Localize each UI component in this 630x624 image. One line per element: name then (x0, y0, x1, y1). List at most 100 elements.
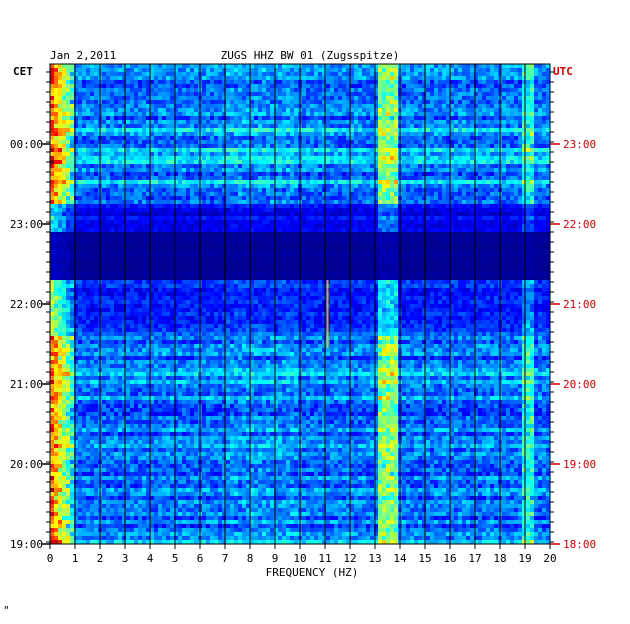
heatmap-cell (262, 156, 267, 161)
heatmap-cell (318, 116, 323, 121)
heatmap-cell (166, 92, 171, 97)
heatmap-cell (338, 136, 343, 141)
heatmap-cell (526, 84, 531, 89)
heatmap-cell (230, 184, 235, 189)
heatmap-cell (414, 108, 419, 113)
heatmap-cell (306, 136, 311, 141)
heatmap-cell (118, 116, 123, 121)
heatmap-cell (234, 128, 239, 133)
heatmap-cell (222, 96, 227, 101)
heatmap-cell (138, 148, 143, 153)
heatmap-cell (82, 192, 87, 197)
heatmap-cell (82, 108, 87, 113)
heatmap-cell (118, 92, 123, 97)
heatmap-cell (294, 200, 299, 205)
heatmap-cell (182, 140, 187, 145)
heatmap-cell (490, 92, 495, 97)
heatmap-cell (290, 196, 295, 201)
heatmap-cell (490, 80, 495, 85)
heatmap-cell (262, 124, 267, 129)
heatmap-cell (218, 208, 223, 213)
heatmap-cell (342, 112, 347, 117)
heatmap-cell (242, 164, 247, 169)
heatmap-cell (50, 76, 55, 81)
heatmap-cell (534, 196, 539, 201)
heatmap-cell (454, 128, 459, 133)
heatmap-cell (454, 100, 459, 105)
heatmap-cell (114, 192, 119, 197)
heatmap-cell (386, 168, 391, 173)
heatmap-cell (534, 112, 539, 117)
heatmap-cell (134, 96, 139, 101)
heatmap-cell (518, 76, 523, 81)
heatmap-cell (378, 212, 383, 217)
heatmap-cell (258, 104, 263, 109)
heatmap-cell (514, 216, 519, 221)
heatmap-cell (158, 124, 163, 129)
heatmap-cell (410, 84, 415, 89)
heatmap-cell (262, 96, 267, 101)
heatmap-cell (118, 132, 123, 137)
heatmap-cell (74, 64, 79, 69)
heatmap-cell (158, 188, 163, 193)
heatmap-cell (166, 216, 171, 221)
heatmap-cell (262, 192, 267, 197)
heatmap-cell (202, 164, 207, 169)
heatmap-cell (246, 72, 251, 77)
heatmap-cell (190, 184, 195, 189)
heatmap-cell (162, 96, 167, 101)
heatmap-cell (354, 76, 359, 81)
heatmap-cell (166, 212, 171, 217)
heatmap-cell (326, 180, 331, 185)
heatmap-cell (482, 208, 487, 213)
heatmap-cell (162, 216, 167, 221)
heatmap-cell (430, 88, 435, 93)
heatmap-cell (186, 180, 191, 185)
heatmap-cell (350, 80, 355, 85)
heatmap-cell (102, 124, 107, 129)
heatmap-cell (226, 88, 231, 93)
heatmap-cell (242, 152, 247, 157)
heatmap-cell (386, 144, 391, 149)
heatmap-cell (66, 112, 71, 117)
heatmap-cell (422, 176, 427, 181)
heatmap-cell (546, 204, 551, 209)
heatmap-cell (518, 120, 523, 125)
heatmap-cell (446, 216, 451, 221)
heatmap-cell (446, 104, 451, 109)
heatmap-cell (158, 116, 163, 121)
heatmap-cell (314, 136, 319, 141)
heatmap-cell (394, 64, 399, 69)
heatmap-cell (306, 184, 311, 189)
heatmap-cell (486, 176, 491, 181)
heatmap-cell (194, 180, 199, 185)
heatmap-cell (106, 172, 111, 177)
heatmap-cell (434, 184, 439, 189)
heatmap-cell (150, 208, 155, 213)
heatmap-cell (510, 84, 515, 89)
heatmap-cell (210, 64, 215, 69)
heatmap-cell (70, 184, 75, 189)
heatmap-cell (106, 80, 111, 85)
heatmap-cell (442, 124, 447, 129)
heatmap-cell (154, 196, 159, 201)
heatmap-cell (254, 80, 259, 85)
heatmap-cell (330, 152, 335, 157)
heatmap-cell (214, 216, 219, 221)
heatmap-cell (274, 192, 279, 197)
heatmap-cell (510, 220, 515, 225)
heatmap-cell (242, 180, 247, 185)
heatmap-cell (258, 112, 263, 117)
heatmap-cell (378, 112, 383, 117)
heatmap-cell (514, 148, 519, 153)
heatmap-cell (538, 100, 543, 105)
heatmap-cell (122, 152, 127, 157)
heatmap-cell (406, 136, 411, 141)
heatmap-cell (474, 212, 479, 217)
heatmap-cell (122, 64, 127, 69)
heatmap-cell (174, 176, 179, 181)
heatmap-cell (430, 128, 435, 133)
heatmap-cell (350, 116, 355, 121)
heatmap-cell (102, 108, 107, 113)
